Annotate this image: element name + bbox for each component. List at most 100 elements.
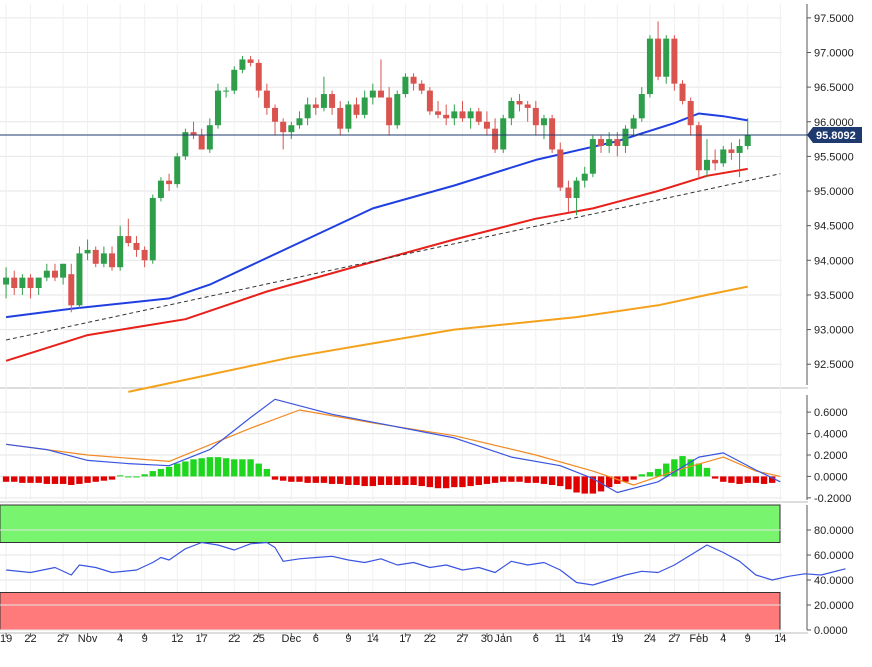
macd-histogram-bar <box>149 471 156 477</box>
x-tick-label: 24 <box>644 633 656 645</box>
candle-body <box>532 107 539 126</box>
macd-histogram-bar <box>768 476 776 483</box>
candle <box>492 118 499 153</box>
candle <box>11 270 18 295</box>
candle <box>92 246 99 268</box>
candle-body <box>68 274 75 306</box>
candle <box>736 139 743 178</box>
candle <box>174 152 181 188</box>
candle-body <box>255 62 262 91</box>
candle <box>532 100 539 136</box>
macd-histogram-bar <box>361 476 368 487</box>
candle-body <box>524 104 531 108</box>
candle <box>483 111 490 136</box>
candle <box>459 100 466 122</box>
candle <box>524 100 531 122</box>
candle-body <box>125 236 132 243</box>
candle-body <box>320 94 327 108</box>
candle <box>223 87 230 98</box>
x-tick-label: 12 <box>171 633 183 645</box>
macd-histogram-bar <box>198 458 205 477</box>
candle <box>638 87 645 122</box>
y-tick-label: 60.0000 <box>814 550 854 562</box>
macd-histogram-bar <box>679 456 686 477</box>
y-tick-label: 94.5000 <box>814 221 854 233</box>
x-tick-label: 22 <box>24 633 36 645</box>
macd-histogram-bar <box>320 476 328 483</box>
candle-body <box>345 104 352 129</box>
current-price-tag-bg <box>807 126 862 143</box>
macd-histogram-bar <box>11 476 18 482</box>
candle <box>296 111 303 129</box>
y-tick-label: -0.2000 <box>814 493 851 505</box>
candle <box>76 246 83 309</box>
current-price-label: 95.8092 <box>816 130 856 142</box>
candle-body <box>198 135 205 150</box>
macd-histogram-bar <box>752 476 760 483</box>
x-tick-label: 22 <box>228 633 240 645</box>
candle <box>3 267 10 299</box>
candle-body <box>174 156 181 185</box>
candle-body <box>744 134 751 147</box>
macd-histogram-bar <box>59 476 67 484</box>
candle-body <box>223 90 230 92</box>
y-tick-label: 95.5000 <box>814 151 854 163</box>
rsi-oversold-band <box>0 592 781 631</box>
macd-histogram-bar <box>27 476 34 483</box>
y-tick-label: 96.5000 <box>814 82 854 94</box>
candle-body <box>27 277 34 289</box>
candle <box>109 246 116 271</box>
x-tick-label: 6 <box>533 633 539 645</box>
y-tick-label: 92.5000 <box>814 359 854 371</box>
macd-histogram-bar <box>410 476 417 485</box>
candle-body <box>353 104 360 115</box>
macd-histogram-bar <box>165 466 173 477</box>
candle-body <box>573 180 580 198</box>
candle <box>630 114 637 136</box>
candle <box>671 35 678 91</box>
candle-body <box>475 111 482 122</box>
candle-body <box>565 187 572 198</box>
candle-body <box>3 277 10 285</box>
macd-histogram-bar <box>418 476 425 487</box>
macd-histogram-bar <box>491 476 499 483</box>
macd-histogram-bar <box>296 476 303 482</box>
candle-body <box>435 111 442 115</box>
candle <box>51 263 58 282</box>
macd-histogram-bar <box>402 476 409 485</box>
candle-body <box>272 107 279 122</box>
y-tick-label: 0.2000 <box>814 450 848 462</box>
candle <box>35 277 42 295</box>
candle <box>68 263 75 313</box>
candle-body <box>728 149 735 153</box>
candle-body <box>410 76 417 84</box>
y-tick-label: 0.6000 <box>814 407 848 419</box>
x-tick-label: 30 <box>481 633 493 645</box>
candle <box>410 73 417 91</box>
candle <box>695 121 702 178</box>
candle <box>418 80 425 95</box>
x-tick-label: 14 <box>774 633 786 645</box>
macd-histogram-bar <box>532 476 540 483</box>
candle-body <box>402 76 409 95</box>
candle-body <box>141 249 148 261</box>
rsi-line <box>6 541 846 586</box>
candle-body <box>166 180 173 185</box>
candle-body <box>386 97 393 126</box>
macd-histogram-bar <box>451 476 458 488</box>
candle <box>402 73 409 98</box>
candle-body <box>467 111 474 119</box>
macd-histogram-bar <box>540 476 548 484</box>
candle <box>84 239 91 261</box>
candle-body <box>296 118 303 126</box>
candle-body <box>43 270 50 278</box>
candle <box>361 90 368 119</box>
macd-histogram-bar <box>720 476 727 482</box>
macd-histogram-bar <box>231 459 238 477</box>
macd-histogram-bar <box>377 476 385 485</box>
candle-body <box>646 38 653 95</box>
macd-histogram-bar <box>100 476 108 481</box>
candle-body <box>443 114 450 119</box>
x-tick-label: 14 <box>367 633 379 645</box>
x-tick-label: Jan <box>494 633 512 645</box>
